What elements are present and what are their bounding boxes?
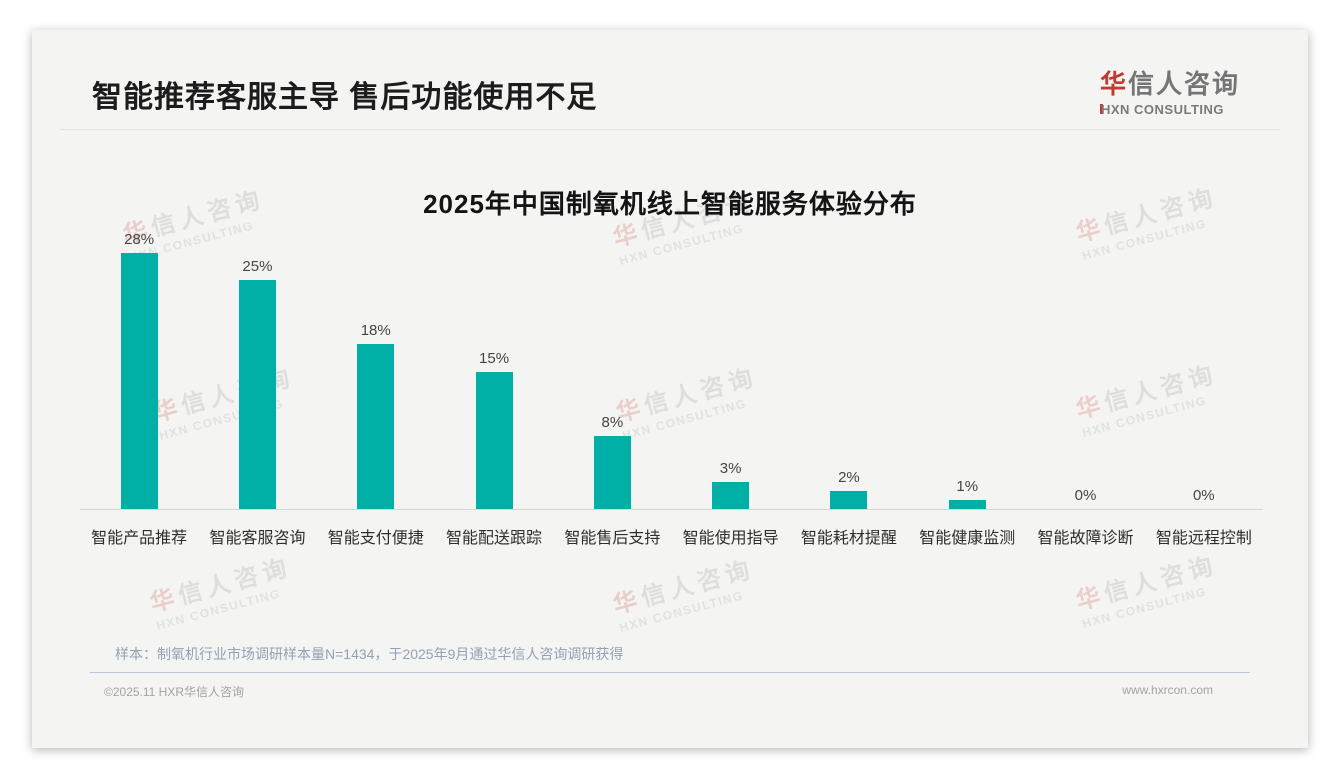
bar-value-label: 8% — [601, 414, 624, 431]
bar — [120, 253, 158, 509]
category-label: 智能健康监测 — [919, 530, 1016, 547]
bar-column: 2% — [790, 231, 908, 509]
bar-column: 28% — [80, 231, 198, 509]
category-axis: 智能产品推荐 智能客服咨询 智能支付便捷 智能配送跟踪 智能售后支持 智能使用指导 智能耗材… — [80, 509, 1263, 548]
category-label: 智能产品推荐 — [91, 530, 188, 547]
bar-column: 25% — [198, 231, 316, 509]
bar-column: 0% — [1145, 231, 1263, 509]
bar-chart: 28% 25% 18% 15% 8% 3% 2% 1% 0% 0% 智能产品推荐 智能客服咨询 智能支… — [80, 231, 1263, 548]
bar — [712, 482, 750, 509]
category-label: 智能故障诊断 — [1037, 530, 1134, 547]
logo-gray-chars: 信人咨询 — [1127, 69, 1240, 99]
bar — [593, 436, 631, 509]
bar — [475, 372, 513, 509]
bar-value-label: 18% — [360, 322, 391, 339]
category-label: 智能配送跟踪 — [446, 530, 543, 547]
bar-plot-area: 28% 25% 18% 15% 8% 3% 2% 1% 0% 0% — [80, 231, 1263, 509]
header-divider — [60, 129, 1280, 130]
copyright-text: ©2025.11 HXR华信人咨询 — [104, 685, 244, 699]
logo-en-text: HXN CONSULTING — [1100, 102, 1225, 117]
category-label: 智能远程控制 — [1155, 530, 1252, 547]
bar-column: 1% — [908, 231, 1026, 509]
slide-header: 智能推荐客服主导 售后功能使用不足 华信人咨询 HXN CONSULTING — [32, 30, 1308, 117]
logo-red-char: 华 — [1099, 69, 1128, 99]
bar-value-label: 1% — [956, 478, 979, 495]
logo-subtitle: HXN CONSULTING — [1099, 102, 1240, 117]
website-url: www.hxrcon.com — [1122, 683, 1213, 697]
bar — [238, 280, 276, 509]
bar — [948, 500, 986, 509]
bar-value-label: 28% — [124, 231, 155, 248]
bar-value-label: 0% — [1074, 487, 1097, 504]
bar-value-label: 15% — [479, 350, 510, 367]
sample-footnote: 样本：制氧机行业市场调研样本量N=1434，于2025年9月通过华信人咨询调研获… — [115, 646, 624, 662]
bar-value-label: 2% — [838, 469, 860, 486]
logo-chinese-name: 华信人咨询 — [1100, 64, 1240, 101]
footnote-block: 样本：制氧机行业市场调研样本量N=1434，于2025年9月通过华信人咨询调研获… — [90, 644, 1250, 673]
bar-column: 8% — [553, 231, 671, 509]
bar-column: 18% — [317, 231, 435, 509]
bar — [830, 491, 868, 509]
bar-column: 15% — [435, 231, 553, 509]
bar-column: 0% — [1026, 231, 1144, 509]
bar-column: 3% — [671, 231, 789, 509]
category-label: 智能客服咨询 — [209, 530, 306, 547]
page-title: 智能推荐客服主导 售后功能使用不足 — [92, 81, 598, 114]
bar-value-label: 0% — [1192, 487, 1215, 504]
category-label: 智能支付便捷 — [327, 530, 424, 547]
report-slide: 华信人咨询 HXN CONSULTING 华信人咨询 HXN CONSULTING 华信… — [32, 30, 1308, 748]
logo-red-mark-icon — [1099, 104, 1103, 114]
bar-value-label: 25% — [242, 258, 273, 275]
bar — [357, 344, 395, 509]
bar-value-label: 3% — [719, 460, 742, 477]
category-label: 智能售后支持 — [564, 530, 661, 547]
category-label: 智能使用指导 — [682, 530, 779, 547]
category-label: 智能耗材提醒 — [800, 530, 897, 547]
chart-title: 2025年中国制氧机线上智能服务体验分布 — [423, 189, 917, 219]
slide-footer: ©2025.11 HXR华信人咨询 www.hxrcon.com — [32, 673, 1308, 700]
company-logo: 华信人咨询 HXN CONSULTING — [1099, 64, 1240, 117]
